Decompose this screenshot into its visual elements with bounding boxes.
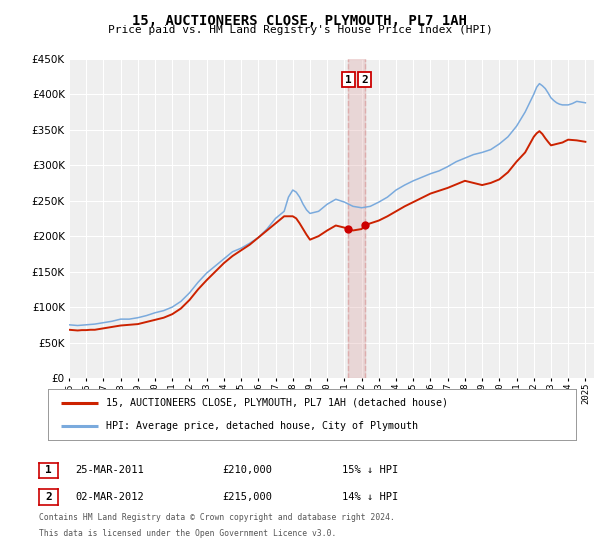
Bar	[349, 59, 365, 378]
Text: £215,000: £215,000	[222, 492, 272, 502]
Text: HPI: Average price, detached house, City of Plymouth: HPI: Average price, detached house, City…	[106, 421, 418, 431]
Text: 02-MAR-2012: 02-MAR-2012	[75, 492, 144, 502]
Text: 2: 2	[361, 74, 368, 85]
Text: 1: 1	[45, 465, 52, 475]
Text: 25-MAR-2011: 25-MAR-2011	[75, 465, 144, 475]
Text: 15, AUCTIONEERS CLOSE, PLYMOUTH, PL7 1AH (detached house): 15, AUCTIONEERS CLOSE, PLYMOUTH, PL7 1AH…	[106, 398, 448, 408]
Text: 15, AUCTIONEERS CLOSE, PLYMOUTH, PL7 1AH: 15, AUCTIONEERS CLOSE, PLYMOUTH, PL7 1AH	[133, 14, 467, 28]
Text: This data is licensed under the Open Government Licence v3.0.: This data is licensed under the Open Gov…	[39, 529, 337, 538]
Text: Price paid vs. HM Land Registry's House Price Index (HPI): Price paid vs. HM Land Registry's House …	[107, 25, 493, 35]
Text: 15% ↓ HPI: 15% ↓ HPI	[342, 465, 398, 475]
Text: 1: 1	[345, 74, 352, 85]
Text: 2: 2	[45, 492, 52, 502]
Text: £210,000: £210,000	[222, 465, 272, 475]
Text: Contains HM Land Registry data © Crown copyright and database right 2024.: Contains HM Land Registry data © Crown c…	[39, 513, 395, 522]
Text: 14% ↓ HPI: 14% ↓ HPI	[342, 492, 398, 502]
